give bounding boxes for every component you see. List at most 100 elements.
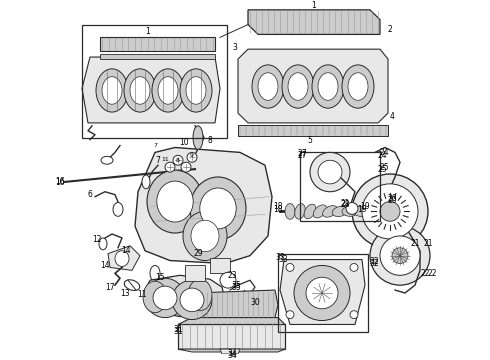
Ellipse shape [288, 73, 308, 100]
Ellipse shape [310, 152, 350, 192]
Polygon shape [210, 258, 230, 273]
Ellipse shape [147, 170, 203, 233]
Ellipse shape [180, 288, 204, 312]
Ellipse shape [220, 273, 236, 288]
Text: 8: 8 [208, 136, 212, 145]
Text: 18: 18 [273, 205, 283, 214]
Polygon shape [238, 49, 388, 123]
Ellipse shape [188, 279, 212, 311]
Text: 7: 7 [155, 156, 160, 165]
Ellipse shape [181, 162, 191, 172]
Ellipse shape [286, 264, 294, 271]
Ellipse shape [187, 152, 197, 162]
Ellipse shape [304, 204, 316, 219]
Text: 10: 10 [179, 138, 189, 147]
Polygon shape [100, 37, 215, 51]
Ellipse shape [102, 77, 122, 104]
Ellipse shape [157, 181, 193, 222]
Text: 11: 11 [137, 291, 147, 300]
Ellipse shape [142, 175, 150, 189]
Text: 18: 18 [273, 202, 283, 211]
Ellipse shape [150, 265, 160, 281]
Ellipse shape [312, 65, 344, 108]
Polygon shape [178, 349, 285, 352]
Ellipse shape [350, 311, 358, 319]
Text: 25: 25 [379, 163, 389, 172]
Text: 24: 24 [377, 151, 387, 160]
Text: 29: 29 [193, 249, 203, 258]
Ellipse shape [152, 69, 184, 112]
Text: 32: 32 [369, 257, 379, 266]
Polygon shape [100, 54, 215, 59]
Ellipse shape [350, 264, 358, 271]
Ellipse shape [96, 69, 128, 112]
Text: 19: 19 [357, 205, 367, 214]
Ellipse shape [165, 162, 175, 172]
Text: 22: 22 [427, 269, 437, 278]
Ellipse shape [190, 177, 246, 240]
Text: 32: 32 [369, 259, 379, 268]
Text: 31: 31 [173, 327, 183, 336]
Polygon shape [280, 260, 365, 324]
Text: 34: 34 [227, 350, 237, 359]
Ellipse shape [285, 203, 295, 219]
Text: 34: 34 [227, 351, 237, 360]
Polygon shape [238, 125, 388, 136]
Text: 24: 24 [379, 148, 389, 157]
Text: 6: 6 [88, 190, 93, 199]
Ellipse shape [295, 204, 305, 219]
Ellipse shape [172, 280, 212, 320]
Text: 20: 20 [387, 196, 397, 205]
Ellipse shape [342, 65, 374, 108]
Text: 35: 35 [231, 283, 241, 292]
Text: 19: 19 [360, 202, 370, 211]
Ellipse shape [252, 65, 284, 108]
Ellipse shape [370, 226, 430, 285]
Ellipse shape [322, 206, 338, 217]
Ellipse shape [306, 277, 338, 309]
Text: 8: 8 [176, 158, 180, 163]
Text: 35: 35 [231, 281, 241, 290]
Polygon shape [108, 246, 140, 270]
Text: 13: 13 [120, 288, 130, 297]
Ellipse shape [153, 286, 177, 310]
Ellipse shape [124, 280, 140, 291]
Text: 14: 14 [100, 261, 110, 270]
Text: 1: 1 [312, 1, 317, 10]
Text: 3: 3 [233, 43, 238, 52]
Polygon shape [185, 265, 205, 281]
Ellipse shape [318, 73, 338, 100]
Text: 33: 33 [278, 255, 288, 264]
Ellipse shape [352, 206, 368, 217]
Ellipse shape [380, 236, 420, 275]
Ellipse shape [180, 69, 212, 112]
Ellipse shape [318, 160, 342, 184]
Text: 4: 4 [390, 112, 394, 121]
Ellipse shape [115, 251, 129, 266]
Text: 9: 9 [190, 153, 194, 158]
Ellipse shape [113, 203, 123, 216]
Ellipse shape [183, 211, 227, 261]
Bar [300, 152, 380, 221]
Polygon shape [135, 148, 272, 264]
Polygon shape [82, 57, 220, 123]
Ellipse shape [348, 73, 368, 100]
Ellipse shape [191, 220, 219, 252]
Ellipse shape [173, 156, 183, 165]
Ellipse shape [342, 207, 358, 216]
Polygon shape [178, 318, 285, 324]
Ellipse shape [313, 205, 327, 218]
Text: 16: 16 [55, 177, 65, 186]
Text: 25: 25 [377, 165, 387, 174]
Ellipse shape [282, 65, 314, 108]
Text: 21: 21 [340, 199, 350, 208]
Polygon shape [248, 10, 380, 35]
Text: 15: 15 [155, 273, 165, 282]
Text: 31: 31 [173, 325, 183, 334]
Ellipse shape [332, 206, 348, 217]
Text: 22: 22 [420, 269, 430, 278]
Ellipse shape [101, 156, 113, 164]
Ellipse shape [130, 77, 150, 104]
Ellipse shape [200, 188, 236, 229]
Text: 27: 27 [297, 151, 307, 160]
